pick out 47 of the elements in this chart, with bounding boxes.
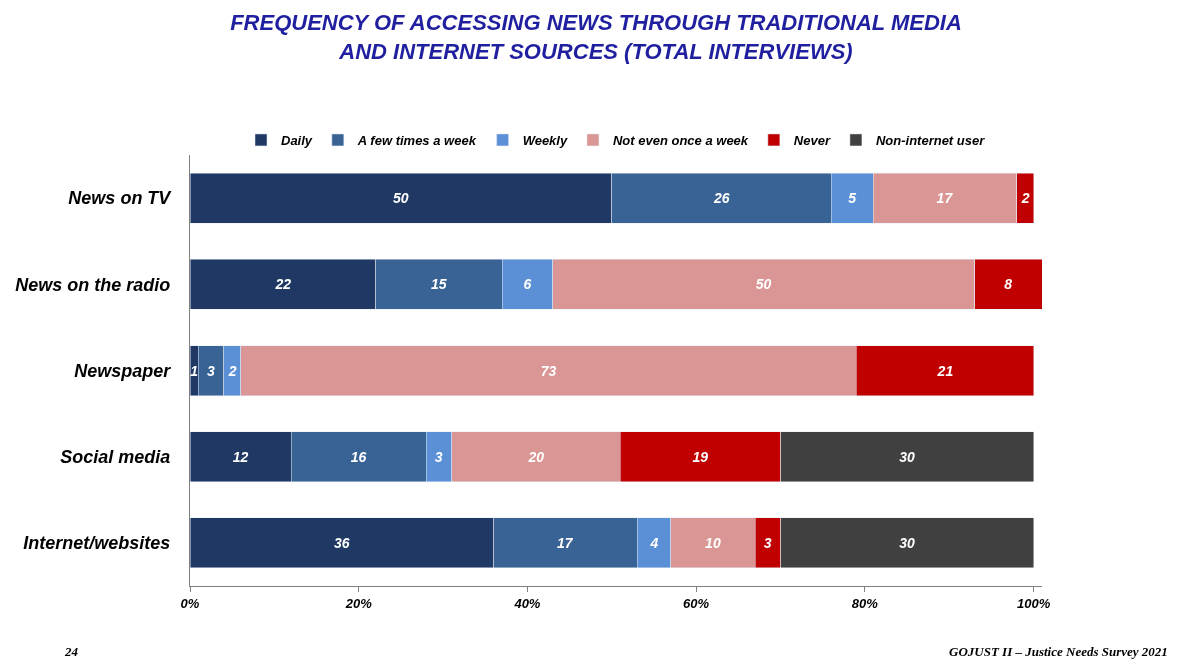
y-tick-label: News on the radio [15, 274, 171, 295]
x-tick-label: 60% [683, 595, 710, 611]
data-label: 26 [713, 190, 730, 207]
legend-label: Not even once a week [612, 133, 749, 149]
data-label: 16 [350, 448, 367, 465]
data-label: 1 [190, 362, 199, 379]
data-label: 22 [274, 276, 292, 293]
y-tick-label: Internet/websites [23, 533, 171, 554]
data-label: 17 [936, 190, 954, 207]
legend-label: A few times a week [356, 133, 477, 149]
data-label: 2 [1020, 190, 1030, 207]
data-label: 5 [848, 190, 857, 207]
y-tick-label: Newspaper [74, 360, 172, 381]
chart-title: FREQUENCY OF ACCESSING NEWS THROUGH TRADITIONAL MEDIA AND INTERNET SOURCES (TOTAL INTERVIEWS) [230, 10, 962, 64]
x-tick-label: 0% [180, 595, 200, 611]
text: 24 [64, 644, 79, 659]
data-label: 30 [899, 448, 915, 465]
x-tick-label: 20% [344, 595, 373, 611]
legend-label: Never [793, 133, 831, 149]
legend-label: Non-internet user [875, 133, 986, 149]
data-label: 17 [556, 534, 574, 551]
data-label: 4 [649, 534, 659, 551]
data-label: 50 [755, 276, 772, 293]
data-label: 6 [523, 276, 532, 293]
data-label: 19 [692, 448, 709, 465]
x-tick-label: 80% [851, 595, 879, 611]
data-label: 50 [393, 190, 409, 207]
data-label: 3 [763, 534, 772, 551]
data-label: 10 [705, 534, 721, 551]
data-label: 3 [207, 362, 216, 379]
data-label: 20 [527, 448, 545, 465]
legend-label: Weekly [522, 133, 568, 149]
data-label: 73 [540, 362, 557, 379]
data-label: 2 [227, 362, 237, 379]
data-label: 30 [899, 534, 915, 551]
y-tick-label: News on TV [68, 188, 173, 209]
y-tick-label: Social media [60, 447, 171, 467]
text: GOJUST II – Justice Needs Survey 2021 [949, 644, 1168, 659]
data-label: 8 [1004, 276, 1013, 293]
data-label: 12 [232, 448, 249, 465]
data-label: 36 [333, 534, 350, 551]
x-tick-label: 100% [1016, 595, 1051, 611]
data-label: 21 [936, 362, 954, 379]
x-tick-label: 40% [513, 595, 541, 611]
data-label: 3 [434, 448, 443, 465]
data-label: 15 [430, 276, 447, 293]
legend-label: Daily [281, 133, 313, 149]
